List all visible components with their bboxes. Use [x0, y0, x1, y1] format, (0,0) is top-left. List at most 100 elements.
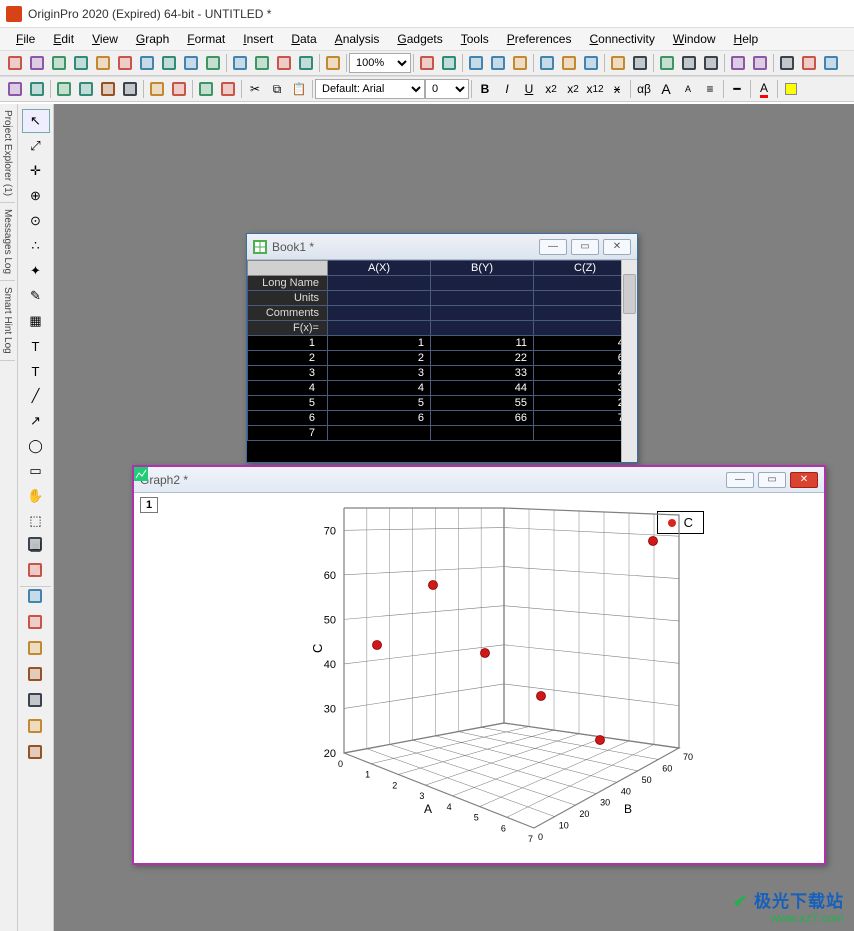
cut-button[interactable]: ✂ — [244, 78, 266, 100]
move-right-button[interactable] — [168, 78, 190, 100]
line-h-tool[interactable] — [21, 532, 49, 556]
refresh-button[interactable] — [322, 52, 344, 74]
col-header-1[interactable]: B(Y) — [431, 261, 534, 276]
menu-file[interactable]: File — [8, 30, 43, 48]
draw-data-tool[interactable]: ✎ — [22, 284, 50, 308]
hand-tool[interactable]: ✋ — [22, 484, 50, 508]
greek-button[interactable]: αβ — [633, 78, 655, 100]
menu-format[interactable]: Format — [179, 30, 233, 48]
save-as-button[interactable] — [251, 52, 273, 74]
rectangle-tool[interactable]: ▭ — [22, 459, 50, 483]
dock-tab-messages-log[interactable]: Messages Log — [0, 203, 15, 281]
add-right-y-button[interactable] — [749, 52, 771, 74]
super-sub-button[interactable]: x12 — [584, 78, 606, 100]
add-col-button[interactable] — [4, 78, 26, 100]
slide-show-button[interactable] — [487, 52, 509, 74]
pick-color-tool[interactable] — [21, 688, 49, 712]
meta-cell[interactable] — [328, 306, 431, 321]
menu-window[interactable]: Window — [665, 30, 724, 48]
row-header-F(x)=[interactable]: F(x)= — [248, 321, 328, 336]
maximize-button[interactable]: ▭ — [758, 472, 786, 488]
cell[interactable]: 44 — [431, 381, 534, 396]
notes-button[interactable] — [536, 52, 558, 74]
meta-cell[interactable] — [431, 291, 534, 306]
menu-preferences[interactable]: Preferences — [499, 30, 580, 48]
dock-tab-project-explorer-1-[interactable]: Project Explorer (1) — [0, 104, 15, 203]
zoom-combo[interactable]: 100% — [349, 53, 411, 73]
circle-tool[interactable] — [21, 558, 49, 582]
save-project-button[interactable] — [180, 52, 202, 74]
import-wizard-button[interactable] — [92, 52, 114, 74]
save-template-button[interactable] — [202, 52, 224, 74]
col-tool[interactable] — [21, 610, 49, 634]
screen-reader-tool[interactable]: ✛ — [22, 159, 50, 183]
meta-cell[interactable] — [328, 276, 431, 291]
menu-connectivity[interactable]: Connectivity — [581, 30, 662, 48]
print-preview-button[interactable] — [416, 52, 438, 74]
layer-management-button[interactable] — [776, 52, 798, 74]
cell[interactable]: 55 — [431, 396, 534, 411]
open-button[interactable] — [48, 52, 70, 74]
menu-gadgets[interactable]: Gadgets — [389, 30, 450, 48]
col-header-0[interactable]: A(X) — [328, 261, 431, 276]
cell[interactable]: 1 — [328, 336, 431, 351]
copy-page-button[interactable] — [629, 52, 651, 74]
mask-tool[interactable]: ▦ — [22, 309, 50, 333]
add-rows-button[interactable] — [26, 78, 48, 100]
font-size-combo[interactable]: 0 — [425, 79, 469, 99]
italic-button[interactable]: I — [496, 78, 518, 100]
cell[interactable]: 2 — [328, 351, 431, 366]
set-z-button[interactable] — [119, 78, 141, 100]
row-header-Units[interactable]: Units — [248, 291, 328, 306]
line-tool[interactable]: ╱ — [22, 384, 50, 408]
menu-graph[interactable]: Graph — [128, 30, 177, 48]
book1-titlebar[interactable]: Book1 * — ▭ ✕ — [247, 234, 637, 260]
open-folder-button[interactable] — [229, 52, 251, 74]
menu-edit[interactable]: Edit — [45, 30, 82, 48]
row-header-Comments[interactable]: Comments — [248, 306, 328, 321]
data-reader-tool[interactable]: ⊕ — [22, 184, 50, 208]
extract-button[interactable] — [820, 52, 842, 74]
import-single-button[interactable] — [114, 52, 136, 74]
book1-vscroll[interactable] — [621, 260, 637, 462]
polar-tool[interactable] — [21, 662, 49, 686]
menu-help[interactable]: Help — [726, 30, 767, 48]
row-num[interactable]: 3 — [248, 366, 328, 381]
plot-setup-button[interactable] — [465, 52, 487, 74]
cell[interactable]: 22 — [431, 351, 534, 366]
book1-table[interactable]: A(X)B(Y)C(Z)Long NameUnitsCommentsF(x)=1… — [247, 260, 637, 441]
minimize-button[interactable]: — — [726, 472, 754, 488]
meta-cell[interactable] — [328, 321, 431, 336]
transfer-button[interactable] — [607, 52, 629, 74]
minimize-button[interactable]: — — [539, 239, 567, 255]
row-header-Long Name[interactable]: Long Name — [248, 276, 328, 291]
rescale-button[interactable] — [700, 52, 722, 74]
graph2-plot-area[interactable]: 1 C 203040506070C01234567A01020304050607… — [134, 493, 824, 863]
copy-button[interactable]: ⧉ — [266, 78, 288, 100]
superscript-button[interactable]: x2 — [540, 78, 562, 100]
menu-analysis[interactable]: Analysis — [327, 30, 388, 48]
row-num[interactable]: 5 — [248, 396, 328, 411]
selection-tool[interactable]: ∴ — [22, 234, 50, 258]
set-y-button[interactable] — [97, 78, 119, 100]
meta-cell[interactable] — [431, 306, 534, 321]
meta-cell[interactable] — [431, 276, 534, 291]
arrow-tool[interactable]: ↗ — [22, 409, 50, 433]
table-tool[interactable] — [21, 740, 49, 764]
decrease-font-button[interactable]: A — [677, 78, 699, 100]
underline-button[interactable]: U — [518, 78, 540, 100]
sort-desc-button[interactable] — [217, 78, 239, 100]
strike-button[interactable]: x — [606, 78, 628, 100]
3d-rotate-button[interactable] — [678, 52, 700, 74]
zoom-region-tool[interactable]: ⤢ — [22, 134, 50, 158]
row-num[interactable]: 4 — [248, 381, 328, 396]
book1-window[interactable]: Book1 * — ▭ ✕ A(X)B(Y)C(Z)Long NameUnits… — [246, 233, 638, 463]
print-button[interactable] — [438, 52, 460, 74]
print-button[interactable] — [295, 52, 317, 74]
cell[interactable]: 6 — [328, 411, 431, 426]
bold-button[interactable]: B — [474, 78, 496, 100]
cell[interactable]: 33 — [431, 366, 534, 381]
graph2-window[interactable]: Graph2 * — ▭ ✕ 1 C 203040506070C01234567… — [132, 465, 826, 865]
lock-tool[interactable] — [21, 714, 49, 738]
import-multi-button[interactable] — [136, 52, 158, 74]
